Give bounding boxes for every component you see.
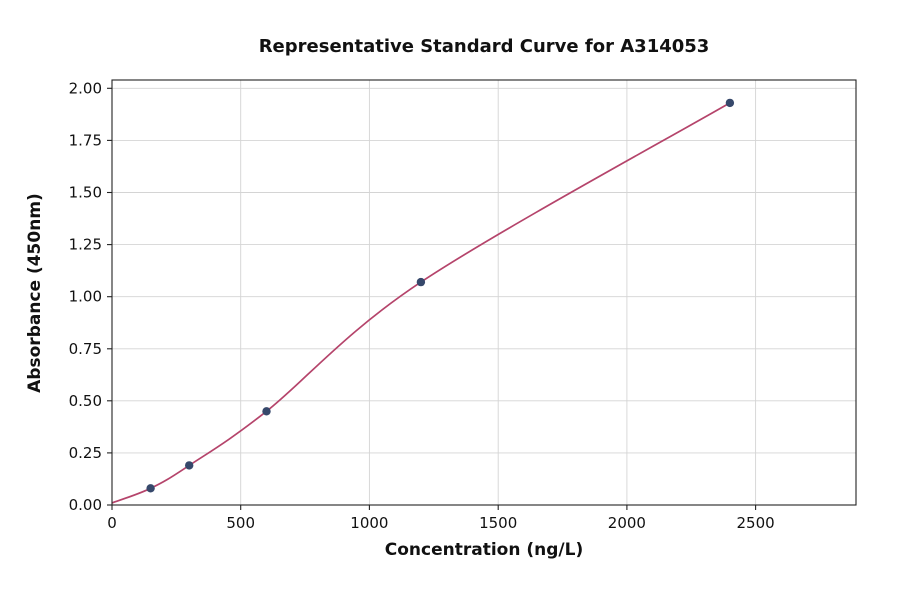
x-axis-label: Concentration (ng/L)	[384, 540, 584, 560]
x-tick-label: 2000	[608, 514, 646, 532]
fit-curve-path	[111, 102, 731, 504]
data-point-marker	[416, 277, 426, 287]
x-tick-label: 1000	[350, 514, 388, 532]
data-point-marker	[262, 407, 271, 416]
axes-border	[111, 79, 857, 506]
data-point-marker	[185, 461, 194, 470]
y-tick-label: 0.75	[69, 340, 102, 358]
y-tick-label: 1.75	[69, 131, 102, 149]
x-tick-label: 2500	[737, 514, 775, 532]
y-tick-label: 0.50	[69, 392, 102, 410]
y-tick-label: 1.25	[69, 236, 102, 254]
y-tick-label: 1.50	[69, 184, 102, 202]
y-tick-label: 1.00	[69, 288, 102, 306]
data-point-marker	[146, 484, 155, 493]
data-point-marker	[725, 98, 735, 108]
chart-title: Representative Standard Curve for A31405…	[258, 36, 710, 57]
x-tick-label: 0	[107, 514, 117, 532]
y-tick-label: 0.00	[69, 496, 102, 514]
x-tick-label: 1500	[479, 514, 517, 532]
x-tick-label: 500	[226, 514, 255, 532]
y-tick-label: 2.00	[69, 79, 102, 97]
y-tick-label: 0.25	[69, 444, 102, 462]
